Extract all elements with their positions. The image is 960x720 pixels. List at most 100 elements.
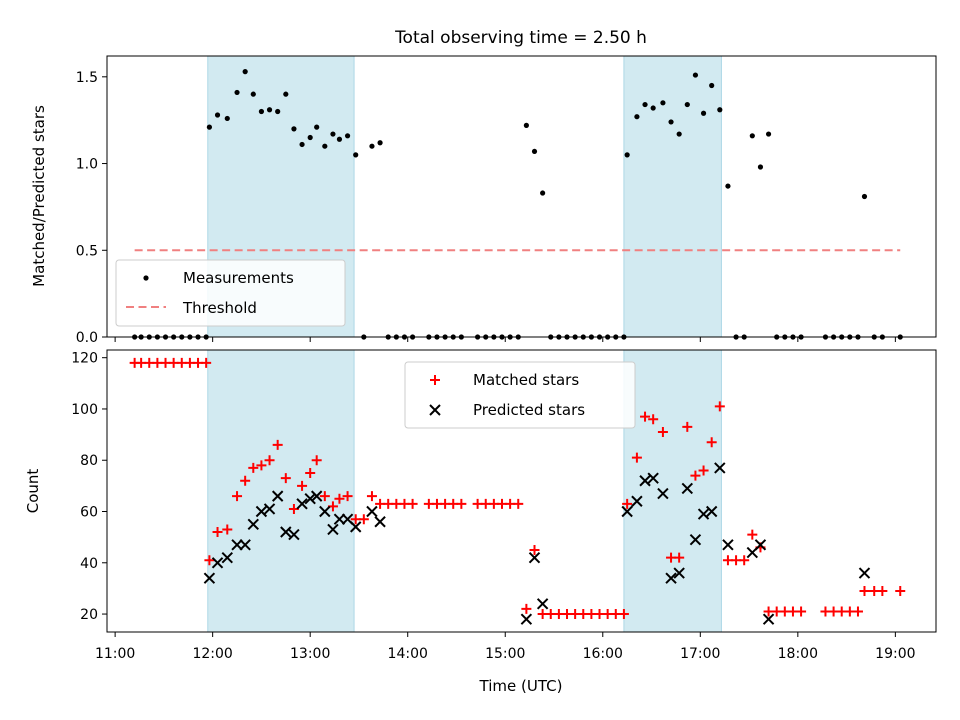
measurement-point	[757, 164, 764, 170]
bottom-legend: Matched stars Predicted stars	[404, 361, 636, 429]
predicted-star-point	[657, 487, 669, 500]
predicted-star-point	[665, 572, 677, 584]
predicted-star-point	[520, 613, 533, 625]
matched-star-point	[895, 585, 906, 596]
matched-star-point	[877, 585, 888, 596]
measurement-point	[234, 89, 240, 96]
measurement-point	[283, 91, 289, 97]
measurement-point	[861, 193, 868, 200]
predicted-star-point	[288, 528, 300, 541]
measurement-point	[344, 133, 351, 139]
x-tick-label: 17:00	[680, 646, 720, 662]
predicted-star-point	[333, 513, 346, 525]
x-tick-label: 13:00	[290, 646, 330, 662]
matched-star-point	[201, 357, 212, 368]
predicted-star-point	[349, 521, 362, 533]
x-tick-label: 11:00	[95, 646, 135, 662]
bottom-y-tick-label: 80	[80, 453, 98, 469]
matched-star-point	[640, 411, 651, 422]
top-series-marks	[132, 69, 903, 340]
top-y-tick-label: 0.0	[76, 330, 98, 346]
matched-star-point	[240, 475, 251, 486]
bottom-y-tick-label: 120	[71, 351, 98, 367]
bottom-shaded-interval	[207, 349, 355, 633]
matched-star-point	[456, 498, 467, 509]
matched-star-point	[222, 524, 233, 535]
matched-star-point	[631, 452, 642, 463]
matched-star-point	[521, 603, 532, 614]
measurement-point	[291, 126, 297, 132]
measurement-point	[258, 108, 265, 115]
predicted-star-point	[203, 572, 216, 584]
predicted-star-point	[310, 490, 323, 502]
measurement-point	[650, 105, 656, 111]
predicted-star-point	[271, 490, 284, 502]
predicted-star-point	[319, 505, 331, 518]
legend-matched-label: Matched stars	[473, 371, 579, 389]
x-axis-label: Time (UTC)	[479, 677, 563, 695]
legend-predicted-marker	[429, 404, 441, 416]
top-y-tick-label: 1.5	[76, 70, 98, 86]
matched-star-point	[513, 498, 524, 509]
measurement-point	[531, 148, 538, 155]
predicted-star-point	[374, 516, 386, 528]
predicted-star-point	[639, 475, 651, 487]
measurement-point	[684, 101, 690, 108]
bottom-y-tick-label: 40	[80, 556, 98, 572]
predicted-star-point	[697, 508, 710, 520]
predicted-star-point	[722, 539, 734, 551]
legend-box	[404, 361, 636, 429]
measurement-point	[353, 152, 359, 158]
matched-star-point	[529, 544, 540, 555]
legend-threshold-label: Threshold	[182, 299, 257, 317]
predicted-star-point	[762, 613, 775, 625]
measurement-point	[717, 107, 723, 113]
bottom-panel: 20 40 60 80 100 120 11:00 12:00 13:00 14:00 15:00 1…	[24, 349, 937, 695]
measurement-point	[668, 119, 674, 125]
predicted-star-point	[858, 567, 871, 579]
matched-star-point	[232, 491, 243, 502]
predicted-star-point	[621, 505, 633, 518]
predicted-star-point	[327, 523, 339, 536]
bottom-axes-frame	[106, 349, 937, 633]
measurement-point	[330, 131, 336, 137]
measurement-point	[314, 124, 320, 130]
predicted-star-point	[366, 505, 378, 518]
measurement-point	[642, 101, 648, 108]
matched-star-point	[272, 439, 283, 450]
measurement-point	[206, 124, 213, 130]
measurement-point	[540, 190, 546, 196]
predicted-star-point	[211, 557, 224, 569]
matched-star-point	[248, 462, 259, 473]
measurement-point	[634, 114, 640, 120]
matched-star-point	[648, 414, 659, 425]
bottom-series-marks	[129, 357, 906, 625]
matched-star-point	[657, 427, 668, 438]
x-tick-label: 12:00	[192, 646, 232, 662]
matched-star-point	[796, 606, 807, 617]
legend-predicted-label: Predicted stars	[473, 401, 585, 419]
measurement-point	[322, 143, 328, 149]
matched-star-point	[618, 609, 629, 620]
measurement-point	[369, 143, 375, 149]
bottom-axes-ticks: 20 40 60 80 100 120 11:00 12:00 13:00 14:00 15:00 1…	[71, 351, 915, 662]
matched-star-point	[739, 555, 750, 566]
predicted-star-point	[536, 598, 549, 610]
top-y-tick-label: 0.5	[76, 243, 98, 259]
matched-star-point	[204, 555, 215, 566]
measurement-point	[214, 112, 221, 118]
x-tick-label: 19:00	[875, 646, 915, 662]
matched-star-point	[334, 493, 345, 504]
matched-star-point	[706, 437, 717, 448]
measurement-point	[749, 133, 755, 139]
measurement-point	[307, 134, 313, 141]
predicted-star-point	[247, 518, 260, 531]
bottom-y-tick-label: 60	[80, 505, 98, 521]
matched-star-point	[342, 491, 353, 502]
matched-star-point	[297, 480, 308, 491]
matched-star-point	[366, 491, 377, 502]
legend-measurements-marker	[143, 275, 149, 281]
measurement-point	[242, 69, 248, 75]
matched-star-point	[698, 465, 709, 476]
